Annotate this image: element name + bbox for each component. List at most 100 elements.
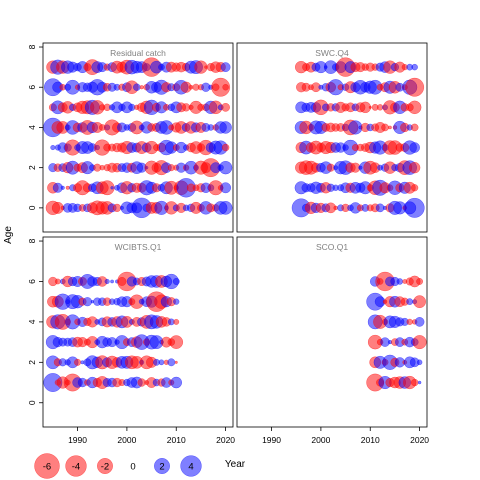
x-tick-label: 2010 bbox=[361, 435, 380, 445]
y-tick-label: 2 bbox=[27, 360, 37, 365]
legend-symbol bbox=[97, 458, 113, 474]
data-point bbox=[376, 104, 384, 111]
data-point bbox=[218, 160, 233, 175]
data-point bbox=[416, 359, 423, 366]
data-point bbox=[218, 201, 233, 215]
x-tick-label: 2020 bbox=[410, 435, 429, 445]
data-point bbox=[104, 278, 110, 285]
data-point bbox=[388, 125, 392, 130]
y-tick-label: 4 bbox=[27, 125, 37, 130]
panel-points bbox=[366, 271, 427, 392]
x-tick-label: 2020 bbox=[216, 435, 235, 445]
data-point bbox=[139, 85, 144, 90]
data-point bbox=[410, 123, 419, 132]
data-point bbox=[413, 295, 426, 309]
data-point bbox=[54, 278, 61, 285]
legend-label: -6 bbox=[43, 462, 51, 473]
panel-border bbox=[236, 236, 428, 428]
y-tick-label: 2 bbox=[27, 165, 37, 170]
data-point bbox=[410, 378, 419, 387]
panel-border bbox=[236, 42, 428, 233]
panels: Residual catch SWC.Q4 WCIBTS.Q1 SCO.Q1 bbox=[42, 42, 428, 428]
data-point bbox=[60, 185, 65, 190]
data-point bbox=[221, 143, 230, 152]
y-tick-label: 8 bbox=[27, 44, 37, 49]
data-point bbox=[408, 161, 421, 174]
x-tick-label: 1990 bbox=[262, 435, 281, 445]
panel-title: SWC.Q4 bbox=[315, 48, 349, 58]
y-tick-label: 6 bbox=[27, 279, 37, 284]
data-point bbox=[173, 298, 180, 305]
panel-points bbox=[291, 57, 425, 218]
y-tick-label: 0 bbox=[27, 205, 37, 210]
x-tick-label: 2000 bbox=[117, 435, 136, 445]
axes: 0 2 4 6 8 0 2 4 6 8 1990 2000 2010 2020 1990 2000 2010 20… bbox=[27, 44, 429, 445]
x-tick-label: 2010 bbox=[167, 435, 186, 445]
panel: SWC.Q4 bbox=[236, 42, 428, 233]
data-point bbox=[170, 376, 183, 389]
legend-label: 0 bbox=[130, 462, 135, 473]
data-point bbox=[409, 142, 420, 153]
y-axis-label: Age bbox=[3, 226, 14, 244]
data-point bbox=[407, 100, 422, 115]
legend-symbol bbox=[180, 455, 202, 477]
legend-label: 2 bbox=[159, 462, 164, 473]
data-point bbox=[221, 102, 230, 112]
data-point bbox=[404, 197, 425, 218]
data-point bbox=[368, 105, 372, 109]
panel-border bbox=[42, 236, 234, 428]
y-tick-label: 0 bbox=[27, 400, 37, 405]
data-point bbox=[110, 279, 114, 284]
data-point bbox=[219, 121, 232, 134]
data-point bbox=[406, 318, 413, 326]
x-tick-label: 2000 bbox=[311, 435, 330, 445]
data-point bbox=[414, 317, 425, 327]
data-point bbox=[112, 203, 122, 212]
y-tick-label: 6 bbox=[27, 85, 37, 90]
panel-title: SCO.Q1 bbox=[316, 242, 348, 252]
data-point bbox=[110, 186, 114, 190]
legend-symbol bbox=[65, 455, 87, 477]
data-point bbox=[211, 77, 231, 97]
data-point bbox=[417, 380, 422, 385]
data-point bbox=[167, 358, 176, 367]
data-point bbox=[220, 182, 232, 194]
data-point bbox=[222, 84, 229, 91]
panel-points bbox=[43, 271, 184, 392]
legend-label: -2 bbox=[101, 462, 109, 473]
data-point bbox=[416, 278, 424, 285]
y-tick-label: 4 bbox=[27, 319, 37, 324]
data-point bbox=[220, 62, 231, 73]
y-tick-label: 8 bbox=[27, 238, 37, 243]
data-point bbox=[74, 358, 82, 366]
data-point bbox=[158, 359, 165, 366]
data-point bbox=[50, 145, 56, 151]
data-point bbox=[172, 278, 180, 285]
legend: -6 -4 -2 0 2 4 bbox=[34, 453, 202, 479]
panel: SCO.Q1 bbox=[236, 236, 428, 428]
data-point bbox=[396, 278, 404, 285]
panel-points bbox=[43, 57, 233, 219]
data-point bbox=[411, 184, 419, 192]
data-point bbox=[65, 185, 70, 190]
panel-title: WCIBTS.Q1 bbox=[115, 242, 162, 252]
data-point bbox=[174, 360, 178, 364]
data-point bbox=[173, 318, 180, 325]
legend-symbol bbox=[34, 453, 60, 479]
x-axis-label: Year bbox=[225, 459, 246, 470]
legend-label: -4 bbox=[72, 462, 80, 473]
data-point bbox=[333, 205, 338, 211]
data-point bbox=[406, 298, 414, 306]
data-point bbox=[133, 83, 141, 91]
data-point bbox=[405, 77, 425, 97]
data-point bbox=[169, 335, 184, 349]
data-point bbox=[82, 297, 93, 307]
data-point bbox=[412, 335, 427, 350]
panel: WCIBTS.Q1 bbox=[42, 236, 234, 428]
x-tick-label: 1990 bbox=[68, 435, 87, 445]
legend-label: 4 bbox=[188, 462, 193, 473]
data-point bbox=[381, 123, 389, 132]
panel: Residual catch bbox=[42, 42, 234, 233]
